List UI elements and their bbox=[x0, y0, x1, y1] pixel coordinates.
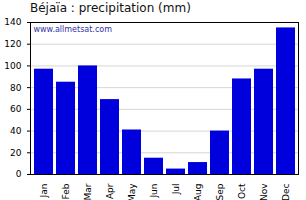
svg-text:Apr: Apr bbox=[105, 183, 115, 199]
svg-text:Aug: Aug bbox=[193, 184, 203, 200]
html-text:Béjaïa : precipitation (mm): Béjaïa : precipitation (mm) bbox=[30, 1, 191, 15]
svg-text:40: 40 bbox=[10, 126, 22, 136]
svg-text:Sep: Sep bbox=[215, 183, 225, 200]
svg-text:120: 120 bbox=[4, 39, 21, 49]
svg-text:Jul: Jul bbox=[171, 184, 181, 196]
svg-text:May: May bbox=[127, 183, 137, 200]
svg-text:20: 20 bbox=[10, 148, 22, 158]
svg-text:0: 0 bbox=[16, 169, 22, 179]
svg-text:www.allmetsat.com: www.allmetsat.com bbox=[34, 25, 113, 34]
svg-text:Oct: Oct bbox=[237, 183, 247, 199]
svg-text:60: 60 bbox=[10, 104, 22, 114]
svg-text:140: 140 bbox=[4, 17, 21, 27]
svg-text:100: 100 bbox=[4, 61, 21, 71]
svg-text:Feb: Feb bbox=[61, 183, 71, 199]
svg-text:Jan: Jan bbox=[39, 184, 49, 199]
svg-text:Dec: Dec bbox=[281, 183, 291, 200]
svg-text:Jun: Jun bbox=[149, 184, 159, 199]
svg-text:80: 80 bbox=[10, 83, 22, 93]
svg-text:Nov: Nov bbox=[259, 183, 269, 200]
svg-text:Mar: Mar bbox=[83, 183, 93, 200]
